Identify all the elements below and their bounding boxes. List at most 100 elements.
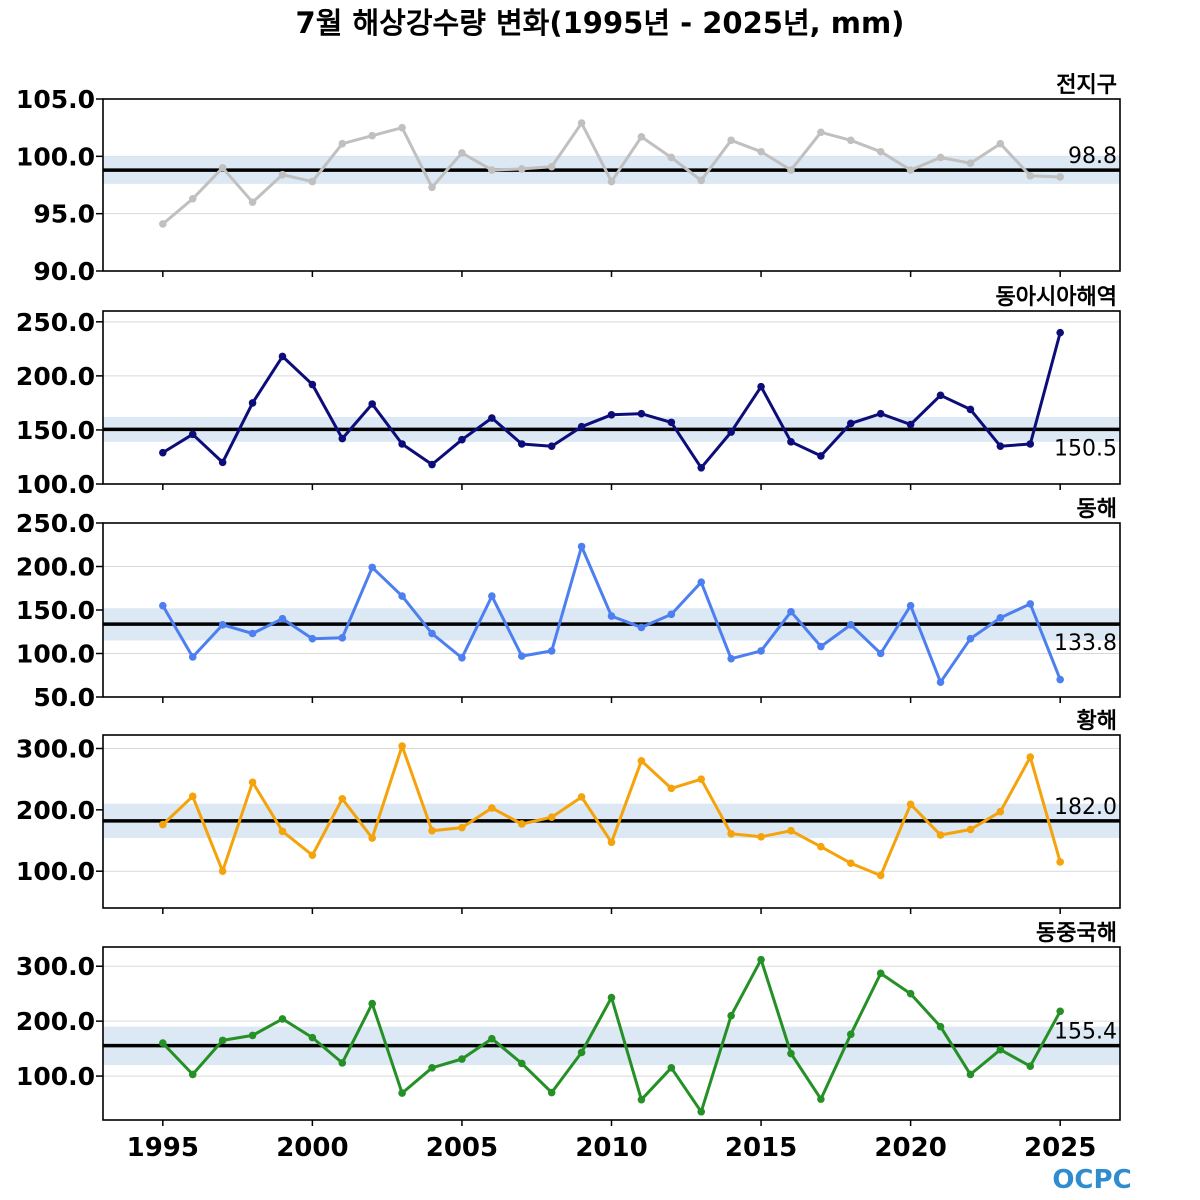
data-point	[846, 620, 855, 629]
panel-label: 동해	[1077, 497, 1117, 522]
data-point	[727, 428, 735, 436]
data-point	[667, 1064, 676, 1072]
data-point	[218, 867, 227, 875]
data-point	[637, 756, 646, 765]
data-point	[188, 653, 197, 661]
y-tick-label: 100.0	[16, 142, 95, 171]
data-point	[308, 380, 317, 389]
data-point	[248, 629, 257, 638]
y-tick-label: 50.0	[33, 683, 95, 712]
data-point	[996, 807, 1005, 816]
data-point	[248, 778, 257, 787]
data-point	[248, 399, 257, 407]
data-point	[218, 164, 227, 172]
data-point	[996, 614, 1005, 622]
data-point	[607, 993, 616, 1002]
data-point	[278, 352, 287, 361]
data-point	[368, 131, 377, 140]
data-point	[1026, 600, 1035, 608]
x-tick-label: 2010	[575, 1133, 647, 1163]
data-point	[697, 578, 706, 586]
data-point	[368, 400, 377, 408]
data-point	[876, 649, 885, 658]
data-point	[966, 634, 975, 643]
data-point	[338, 434, 347, 443]
data-point	[906, 601, 915, 610]
data-point	[757, 955, 765, 964]
y-tick-label: 300.0	[16, 734, 95, 763]
y-tick-label: 300.0	[16, 952, 95, 981]
data-point	[248, 1031, 257, 1040]
y-tick-label: 250.0	[16, 308, 95, 337]
data-point	[787, 438, 795, 446]
data-point	[637, 409, 646, 418]
data-point	[278, 1015, 287, 1023]
y-tick-label: 150.0	[16, 596, 95, 625]
data-point	[428, 460, 436, 469]
data-point	[159, 1039, 167, 1047]
data-point	[757, 147, 765, 156]
data-point	[248, 198, 257, 206]
data-point	[368, 999, 377, 1008]
chart-title: 7월 해상강수량 변화(1995년 - 2025년, mm)	[296, 6, 905, 40]
data-point	[547, 1088, 556, 1097]
y-tick-label: 150.0	[16, 416, 95, 445]
data-point	[787, 1049, 795, 1058]
data-point	[577, 542, 586, 551]
data-point	[906, 166, 915, 174]
y-tick-label: 95.0	[33, 200, 95, 229]
data-point	[876, 409, 885, 418]
panel-4: 300.0 200.0 100.0 황해 182.0	[16, 709, 1121, 914]
data-point	[817, 842, 825, 851]
data-point	[338, 634, 347, 642]
data-point	[667, 784, 676, 793]
data-point	[218, 620, 227, 629]
x-tick-label: 1995	[127, 1133, 199, 1163]
panel-2: 250.0 200.0 150.0 100.0 동아시아해역 150.5	[16, 285, 1121, 499]
data-point	[398, 440, 406, 448]
x-tick-label: 2015	[725, 1133, 797, 1163]
data-point	[817, 642, 825, 651]
data-point	[308, 1033, 317, 1042]
data-point	[428, 1064, 436, 1072]
data-point	[577, 793, 586, 801]
data-point	[458, 823, 466, 832]
data-point	[966, 1070, 975, 1079]
panel-label: 동중국해	[1036, 921, 1117, 946]
data-point	[488, 804, 496, 812]
data-point	[757, 382, 765, 391]
data-point	[817, 128, 825, 137]
y-tick-label: 200.0	[16, 362, 95, 391]
data-point	[517, 652, 526, 660]
data-point	[159, 601, 167, 610]
data-point	[727, 136, 735, 145]
data-point	[787, 166, 795, 174]
y-tick-label: 105.0	[16, 85, 95, 114]
data-point	[846, 1030, 855, 1039]
data-point	[547, 162, 556, 171]
data-point	[159, 448, 167, 457]
data-point	[577, 119, 586, 127]
x-axis: 1995 2000 2005 2010 2015 2020 2025	[127, 1133, 1097, 1163]
data-point	[428, 629, 436, 638]
y-tick-label: 200.0	[16, 796, 95, 825]
data-point	[846, 136, 855, 145]
data-point	[188, 430, 197, 439]
data-point	[936, 153, 945, 162]
data-point	[547, 442, 556, 450]
data-point	[218, 1036, 227, 1045]
mean-value-label: 133.8	[1054, 631, 1117, 656]
data-point	[188, 1070, 197, 1079]
data-point	[278, 827, 287, 836]
data-point	[936, 678, 945, 687]
data-point	[787, 826, 795, 835]
y-tick-label: 90.0	[33, 257, 95, 286]
data-point	[278, 170, 287, 179]
data-point	[338, 795, 347, 803]
data-point	[308, 851, 317, 860]
data-point	[817, 1095, 825, 1103]
y-tick-label: 250.0	[16, 509, 95, 538]
data-point	[547, 813, 556, 822]
data-point	[697, 1107, 706, 1116]
